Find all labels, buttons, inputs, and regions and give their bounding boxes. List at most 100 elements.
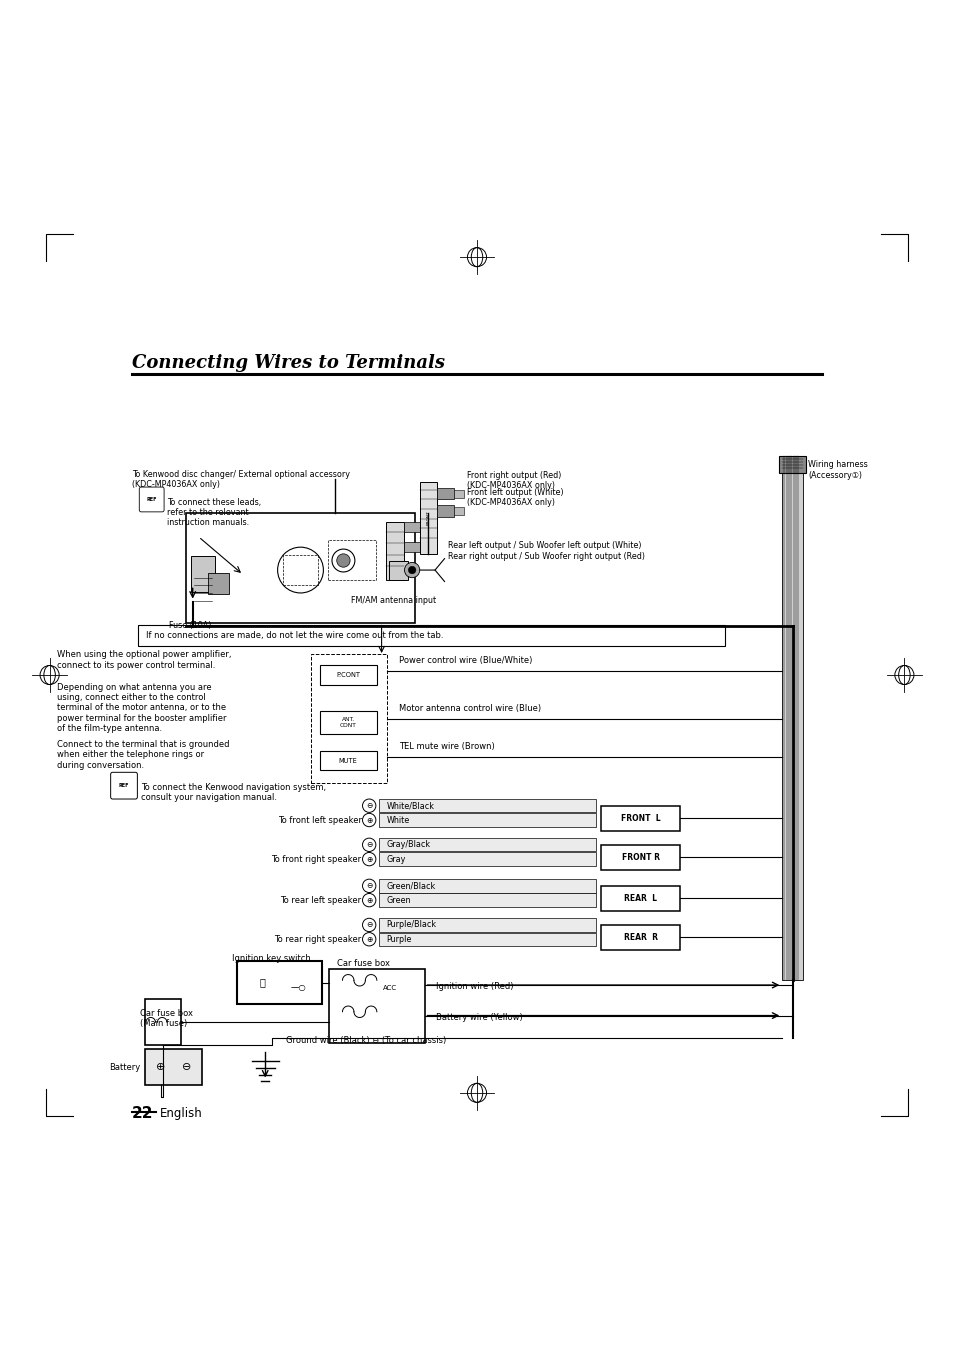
Bar	[600, 845, 679, 869]
Bar	[378, 933, 596, 946]
Bar	[378, 879, 596, 892]
Bar	[378, 799, 596, 813]
Bar	[328, 540, 375, 579]
Text: Front left output (White)
(KDC-MP4036AX only): Front left output (White) (KDC-MP4036AX …	[467, 487, 563, 508]
Circle shape	[336, 554, 350, 567]
Text: Connecting Wires to Terminals: Connecting Wires to Terminals	[132, 354, 444, 371]
Text: To rear left speaker: To rear left speaker	[280, 895, 361, 905]
Text: FRONT: FRONT	[426, 510, 430, 525]
Text: ⊕: ⊕	[156, 1062, 166, 1072]
Bar	[600, 886, 679, 911]
Text: ⊕: ⊕	[366, 855, 372, 864]
FancyBboxPatch shape	[111, 772, 137, 799]
Text: ACC: ACC	[382, 986, 396, 991]
Bar	[403, 543, 424, 552]
Text: Battery: Battery	[109, 1062, 140, 1072]
Bar	[145, 1049, 202, 1085]
Text: Fuse (10A): Fuse (10A)	[169, 621, 211, 630]
Text: P.CONT: P.CONT	[335, 672, 360, 678]
Bar	[145, 999, 181, 1045]
Bar	[454, 508, 463, 514]
Bar	[319, 752, 376, 771]
Bar	[236, 961, 322, 1004]
Bar	[781, 455, 802, 980]
Bar	[378, 813, 596, 826]
Text: REF: REF	[118, 783, 130, 788]
Bar	[600, 806, 679, 830]
Text: Rear left output / Sub Woofer left output (White)
Rear right output / Sub Woofer: Rear left output / Sub Woofer left outpu…	[448, 541, 644, 560]
Circle shape	[408, 566, 416, 574]
Bar	[386, 522, 403, 579]
Text: Ignition key switch: Ignition key switch	[232, 953, 311, 963]
Text: To connect the Kenwood navigation system,
consult your navigation manual.: To connect the Kenwood navigation system…	[141, 783, 326, 802]
Bar	[378, 918, 596, 932]
Text: Purple: Purple	[386, 934, 412, 944]
Circle shape	[277, 547, 323, 593]
Text: To connect these leads,
refer to the relevant
instruction manuals.: To connect these leads, refer to the rel…	[167, 498, 261, 528]
Text: FRONT R: FRONT R	[621, 853, 659, 861]
Bar	[389, 560, 408, 579]
Bar	[319, 711, 376, 734]
Text: —○: —○	[291, 983, 306, 992]
Text: FM/AM antenna input: FM/AM antenna input	[351, 595, 436, 605]
Text: Power control wire (Blue/White): Power control wire (Blue/White)	[398, 656, 532, 666]
Bar	[454, 490, 463, 498]
Text: To rear right speaker: To rear right speaker	[274, 934, 361, 944]
Text: To front right speaker: To front right speaker	[272, 855, 361, 864]
Bar	[283, 555, 317, 586]
Text: ANT.
CONT: ANT. CONT	[339, 717, 356, 728]
Bar	[779, 455, 805, 472]
Text: Motor antenna control wire (Blue): Motor antenna control wire (Blue)	[398, 705, 540, 713]
Text: If no connections are made, do not let the wire come out from the tab.: If no connections are made, do not let t…	[146, 632, 443, 640]
Bar	[191, 556, 214, 593]
Text: White: White	[386, 815, 409, 825]
Text: FRONT  L: FRONT L	[620, 814, 659, 822]
FancyBboxPatch shape	[139, 487, 164, 512]
Text: When using the optional power amplifier,
connect to its power control terminal.: When using the optional power amplifier,…	[57, 651, 232, 670]
Bar	[424, 544, 436, 549]
Bar	[436, 505, 454, 517]
Text: Ignition wire (Red): Ignition wire (Red)	[436, 983, 513, 991]
Text: Wiring harness
(Accessory①): Wiring harness (Accessory①)	[807, 460, 867, 479]
Circle shape	[404, 563, 419, 578]
Bar	[600, 925, 679, 950]
Text: ⊕: ⊕	[366, 895, 372, 905]
Text: To front left speaker: To front left speaker	[277, 815, 361, 825]
Text: Car fuse box
(Main fuse): Car fuse box (Main fuse)	[140, 1008, 193, 1029]
Text: ⊖: ⊖	[366, 921, 372, 929]
Bar	[403, 522, 424, 532]
Text: To Kenwood disc changer/ External optional accessory
(KDC-MP4036AX only): To Kenwood disc changer/ External option…	[132, 470, 350, 489]
Text: English: English	[160, 1107, 203, 1120]
Text: Green/Black: Green/Black	[386, 882, 436, 891]
Text: Purple/Black: Purple/Black	[386, 921, 436, 929]
Text: Ground wire (Black) ⊖ (To car chassis): Ground wire (Black) ⊖ (To car chassis)	[286, 1035, 446, 1045]
Text: Depending on what antenna you are
using, connect either to the control
terminal : Depending on what antenna you are using,…	[57, 683, 227, 733]
Bar	[311, 653, 387, 783]
Text: TEL mute wire (Brown): TEL mute wire (Brown)	[398, 743, 494, 752]
Bar	[378, 838, 596, 852]
Text: ⊖: ⊖	[181, 1062, 191, 1072]
Bar	[419, 482, 436, 554]
Bar	[138, 625, 724, 647]
Text: Car fuse box: Car fuse box	[336, 960, 390, 968]
Text: Connect to the terminal that is grounded
when either the telephone rings or
duri: Connect to the terminal that is grounded…	[57, 740, 230, 770]
Bar	[378, 852, 596, 865]
Text: Battery wire (Yellow): Battery wire (Yellow)	[436, 1012, 522, 1022]
Bar	[319, 666, 376, 684]
Text: ⊖: ⊖	[366, 882, 372, 891]
Text: ⊕: ⊕	[366, 934, 372, 944]
Text: 🔑: 🔑	[259, 977, 265, 988]
Circle shape	[332, 549, 355, 572]
Bar	[186, 513, 415, 622]
Text: Gray: Gray	[386, 855, 405, 864]
Bar	[208, 572, 229, 594]
Text: Green: Green	[386, 895, 411, 905]
Bar	[436, 487, 454, 500]
Text: ⊕: ⊕	[366, 815, 372, 825]
Text: 22: 22	[132, 1107, 153, 1122]
Text: Front right output (Red)
(KDC-MP4036AX only): Front right output (Red) (KDC-MP4036AX o…	[467, 471, 561, 490]
Text: REAR  R: REAR R	[623, 933, 657, 942]
Bar	[329, 969, 424, 1044]
Text: REAR  L: REAR L	[623, 894, 657, 903]
Text: Gray/Black: Gray/Black	[386, 840, 430, 849]
